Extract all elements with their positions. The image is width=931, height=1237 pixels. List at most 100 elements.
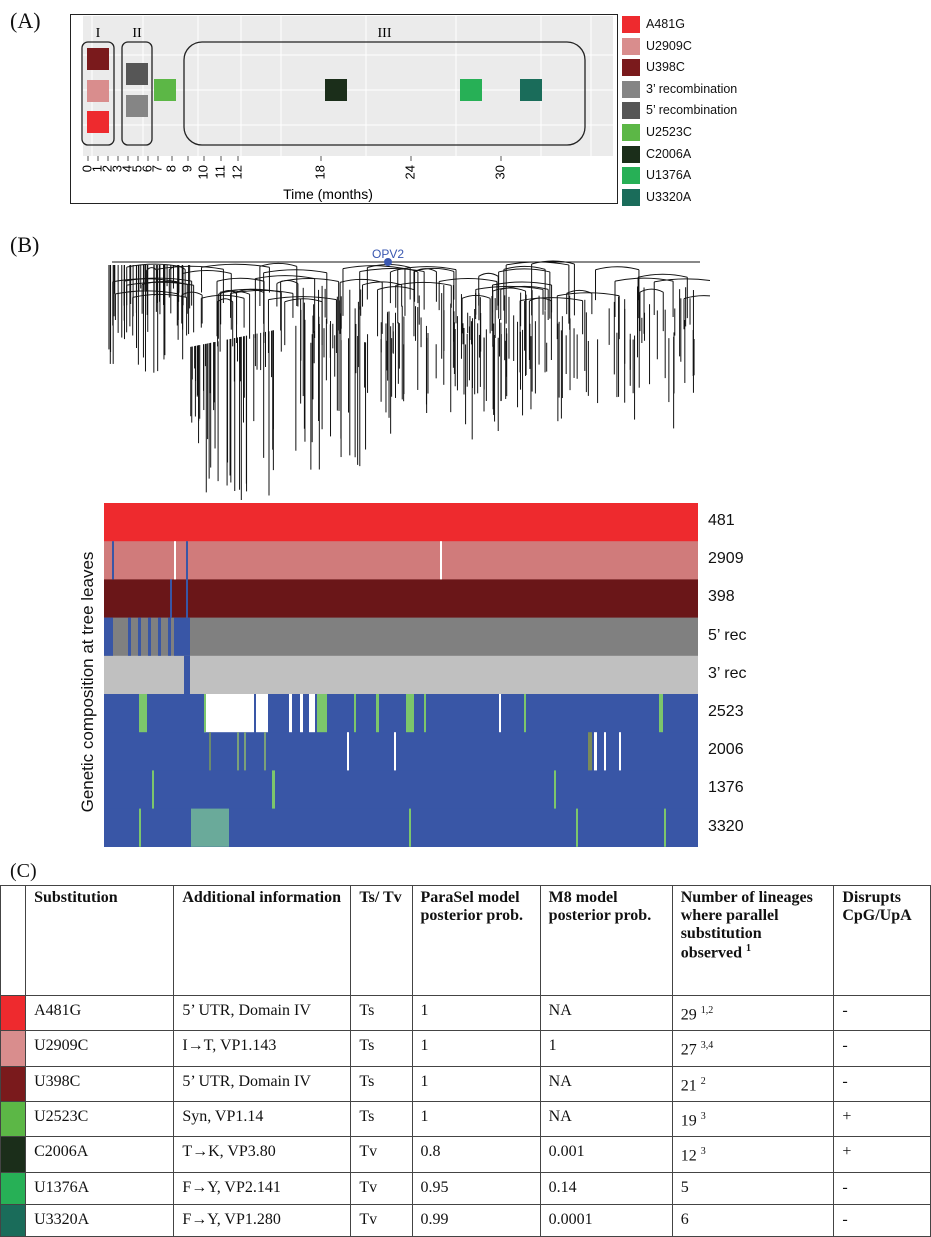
timeline-event-mark — [87, 80, 109, 102]
cell-parasel: 1 — [411, 1030, 541, 1067]
cell-lineages: 27 3,4 — [671, 1030, 835, 1067]
timeline-event-mark — [154, 79, 176, 101]
cell-substitution: A481G — [25, 994, 175, 1032]
heatmap-row-label: 2909 — [708, 550, 744, 568]
cell-cpg-text: + — [842, 1107, 852, 1125]
header-lineages: Number of lineages where parallel substi… — [671, 885, 835, 996]
cell-substitution: U3320A — [25, 1203, 175, 1237]
timeline-group-box — [183, 41, 586, 146]
table-row: U3320A F→Y, VP1.280 Tv 0.99 0.0001 6 - — [0, 1203, 931, 1237]
cell-cpg: - — [833, 1065, 931, 1102]
x-tick-label: 3 — [109, 165, 124, 172]
lineages-footnote: 1,2 — [700, 1005, 714, 1016]
cell-m8-text: 0.0001 — [548, 1210, 593, 1228]
heatmap-row — [104, 655, 698, 695]
cell-m8: 0.0001 — [539, 1203, 673, 1237]
cell-lineages: 6 — [671, 1203, 835, 1237]
legend-item: 5’ recombination — [622, 100, 922, 122]
x-tick-label: 1 — [89, 165, 104, 172]
cell-substitution-text: C2006A — [34, 1143, 89, 1161]
heatmap-row-label: 2006 — [708, 741, 744, 759]
cell-info-text: F→Y, VP2.141 — [182, 1178, 281, 1196]
header-additional-info: Additional information — [173, 885, 352, 996]
legend-label: U2523C — [646, 124, 692, 139]
legend-item: U2523C — [622, 122, 922, 144]
legend-item: C2006A — [622, 144, 922, 166]
cell-tstv-text: Tv — [359, 1210, 378, 1228]
legend-swatch — [622, 59, 640, 77]
substitution-table: Substitution Additional information Ts/ … — [0, 885, 931, 1237]
heatmap-row — [104, 579, 698, 619]
cell-substitution: U1376A — [25, 1171, 175, 1205]
timeline-event-mark — [126, 63, 148, 85]
legend-label: U3320A — [646, 189, 692, 204]
cell-substitution: C2006A — [25, 1136, 175, 1173]
legend-label: C2006A — [646, 146, 692, 161]
heatmap-row-label: 5’ rec — [708, 626, 747, 644]
header-m8: M8 model posterior prob. — [539, 885, 673, 996]
legend-swatch — [622, 102, 640, 120]
cell-cpg-text: - — [842, 1210, 848, 1228]
cell-m8: 0.001 — [539, 1136, 673, 1173]
cell-tstv-text: Tv — [359, 1178, 378, 1196]
legend-swatch — [622, 167, 640, 185]
legend-swatch — [622, 145, 640, 163]
x-tick-label: 6 — [139, 165, 154, 172]
cell-cpg-text: - — [842, 1037, 848, 1055]
cell-cpg: + — [833, 1100, 931, 1138]
legend-item: U3320A — [622, 187, 922, 209]
cell-lineages-text: 5 — [680, 1178, 689, 1196]
cell-m8-text: NA — [548, 1107, 572, 1125]
table-row: C2006A T→K, VP3.80 Tv 0.8 0.001 12 3 + — [0, 1136, 931, 1173]
cell-tstv-text: Ts — [359, 1037, 375, 1055]
legend-swatch — [622, 123, 640, 141]
timeline-event-mark — [87, 111, 109, 133]
cell-cpg: - — [833, 994, 931, 1032]
x-tick-label: 9 — [179, 165, 194, 172]
phylogenetic-tree: OPV2 — [108, 247, 710, 500]
cell-tstv: Ts — [350, 1100, 413, 1138]
cell-parasel: 1 — [411, 1065, 541, 1102]
cell-parasel-text: 1 — [420, 1107, 429, 1125]
cell-parasel: 1 — [411, 994, 541, 1032]
cell-lineages: 21 2 — [671, 1065, 835, 1102]
cell-m8: NA — [539, 1100, 673, 1138]
cell-lineages-text: 6 — [680, 1210, 689, 1228]
cell-lineages: 19 3 — [671, 1100, 835, 1138]
x-tick-label: 5 — [129, 165, 144, 172]
heatmap-row-label: 2523 — [708, 703, 744, 720]
cell-cpg-text: - — [842, 1178, 848, 1196]
cell-m8-text: NA — [548, 1072, 572, 1090]
cell-info: F→Y, VP1.280 — [173, 1203, 352, 1237]
cell-parasel: 0.95 — [411, 1171, 541, 1205]
x-tick-label: 12 — [229, 165, 244, 179]
cell-parasel-text: 1 — [420, 1037, 429, 1055]
x-tick-label: 7 — [149, 165, 164, 172]
legend-label: U1376A — [646, 168, 692, 183]
timeline-event-mark — [460, 79, 482, 101]
cell-cpg-text: - — [842, 1072, 848, 1090]
cell-info: 5’ UTR, Domain IV — [173, 994, 352, 1032]
heatmap-row-label: 3’ rec — [708, 664, 747, 682]
cell-lineages: 5 — [671, 1171, 835, 1205]
x-tick-label: 0 — [79, 165, 94, 172]
cell-cpg: - — [833, 1203, 931, 1237]
cell-substitution-text: U3320A — [34, 1210, 90, 1228]
cell-tstv-text: Ts — [359, 1002, 375, 1019]
heatmap-row-label: 1376 — [708, 779, 744, 797]
cell-info-text: T→K, VP3.80 — [182, 1143, 276, 1161]
heatmap-row — [104, 732, 698, 771]
legend-label: 5’ recombination — [646, 103, 738, 118]
header-substitution: Substitution — [25, 885, 175, 996]
panel-a-timeline: I II III 0 1 2 3 4 5 6 7 8 9 10 11 12 18 24 30 Time (mont… — [70, 14, 618, 204]
table-header-row: Substitution Additional information Ts/ … — [0, 885, 931, 996]
timeline-group-label: III — [378, 26, 392, 41]
cell-cpg-text: + — [842, 1143, 852, 1161]
legend-item: A481G — [622, 14, 922, 36]
cell-lineages-text: 19 — [680, 1112, 697, 1130]
header-cpg: Disrupts CpG/UpA — [833, 885, 931, 996]
row-color-swatch — [0, 1065, 27, 1102]
heatmap-row — [104, 770, 698, 810]
cell-m8-text: 0.001 — [548, 1143, 585, 1161]
legend-label: 3’ recombination — [646, 81, 738, 96]
